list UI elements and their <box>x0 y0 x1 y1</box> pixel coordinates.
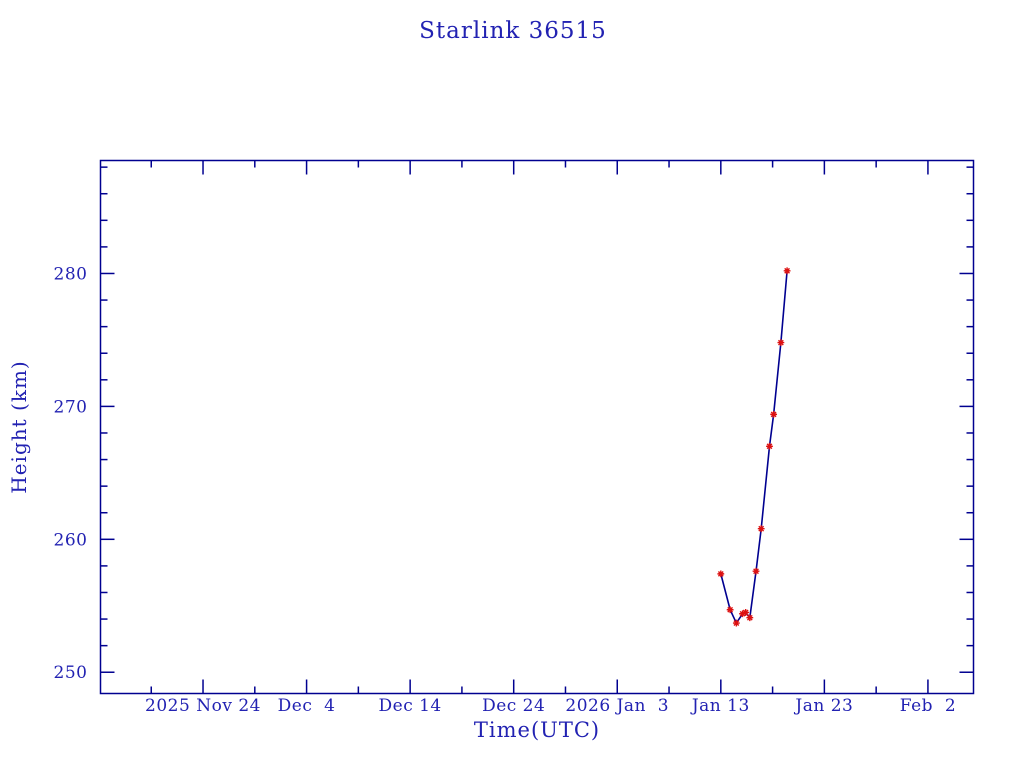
y-tick-label: 270 <box>54 397 88 417</box>
x-tick-labels: 2025 Nov 24 Dec 4 Dec 14 Dec 24 2026 Jan 3 Ja… <box>145 696 956 716</box>
y-tick-label: 280 <box>54 264 88 284</box>
x-tick-label: 2025 Nov 24 <box>145 696 261 716</box>
y-tick-labels: 250 260 270 280 <box>54 264 88 683</box>
x-tick-label: Jan 13 <box>690 696 750 716</box>
plot-frame <box>99 159 975 695</box>
y-tick-label: 260 <box>54 530 88 550</box>
x-axis-ticks <box>150 160 929 694</box>
chart-title: Starlink 36515 <box>419 18 607 44</box>
x-axis-title: Time(UTC) <box>473 718 601 742</box>
x-tick-label: Dec 24 <box>482 696 545 716</box>
x-tick-label: 2026 Jan 3 <box>565 696 669 716</box>
x-tick-label: Jan 23 <box>793 696 853 716</box>
height-series-line <box>720 270 788 625</box>
height-series-markers <box>717 267 791 627</box>
x-tick-label: Dec 14 <box>379 696 442 716</box>
y-tick-label: 250 <box>54 663 88 683</box>
y-axis-ticks <box>100 166 974 673</box>
x-tick-label: Feb 2 <box>900 696 956 716</box>
x-tick-label: Dec 4 <box>278 696 336 716</box>
